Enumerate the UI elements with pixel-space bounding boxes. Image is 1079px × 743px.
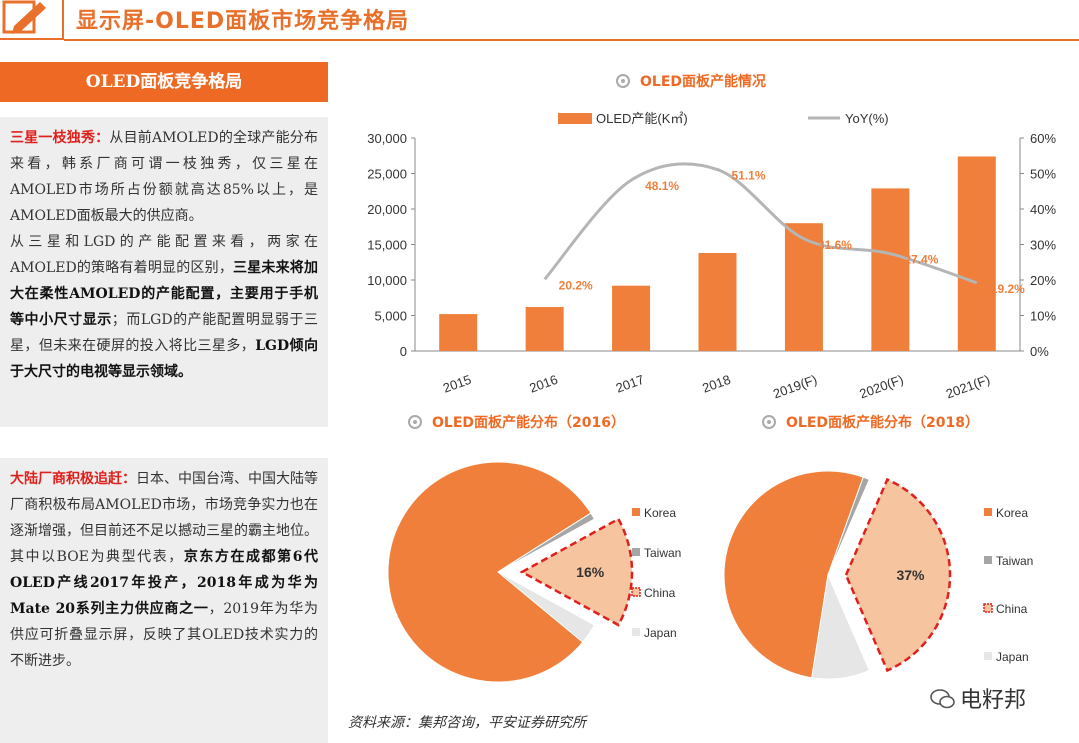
pie-slice-japan	[497, 571, 596, 643]
bar	[525, 306, 564, 351]
bar	[612, 285, 651, 351]
source-note: 资料来源：集邦咨询，平安证券研究所	[348, 715, 586, 731]
legend-swatch-japan	[984, 652, 992, 660]
pie-slice-china	[844, 477, 952, 673]
legend-label-capacity: OLED产能(K㎡)	[596, 111, 688, 126]
pie-data-label: 16%	[576, 564, 605, 580]
text-block-samsung: 三星一枝独秀：从目前AMOLED的全球产能分布来看，韩系厂商可谓一枝独秀，仅三星…	[0, 117, 328, 427]
text1-p2b: 三星未来将加大在柔性AMOLED的产能配置，主要用于手机等中小尺寸显示	[10, 260, 318, 328]
x-tick-label: 2017	[614, 372, 646, 396]
text2-p1a: 日本、中国台湾、中国大陆等厂商积极布局AMOLED市场，市场竞争实力也在逐渐增强…	[10, 471, 318, 565]
x-tick-label: 2021(F)	[944, 372, 992, 400]
text2-p1b: 京东方在成都第6代OLED产线2017年投产，2018年成为华为Mate 20系…	[10, 549, 318, 617]
y2-tick-label: 50%	[1030, 167, 1056, 182]
pie-slice-japan	[811, 573, 870, 680]
legend-swatch-japan	[632, 628, 640, 636]
text1-p2a: 从三星和LGD的产能配置来看，两家在AMOLED的策略有着明显的区别，	[10, 234, 318, 276]
header-logo	[0, 0, 64, 40]
pencil-icon	[2, 0, 46, 34]
legend-swatch-taiwan	[984, 556, 992, 564]
text1-p2c: ；而LGD的产能配置明显弱于三星，但未来在硬屏的投入将比三星多，	[10, 312, 318, 354]
y2-tick-label: 0%	[1030, 344, 1049, 359]
legend-label-taiwan: Taiwan	[996, 554, 1033, 568]
y-tick-label: 0	[400, 344, 407, 359]
legend-swatch-taiwan	[632, 548, 640, 556]
legend-label-japan: Japan	[996, 650, 1029, 664]
pie-chart-2018: 37% Korea Taiwan China Japan	[723, 470, 1033, 680]
y-tick-label: 10,000	[367, 273, 407, 288]
legend-label-korea: Korea	[996, 506, 1028, 520]
legend-label-taiwan: Taiwan	[644, 546, 681, 560]
page-title: 显示屏-OLED面板市场竞争格局	[76, 9, 410, 34]
yoy-data-label: 48.1%	[645, 179, 679, 193]
legend-label-japan: Japan	[644, 626, 677, 640]
legend-swatch-capacity	[558, 113, 592, 124]
bullet-icon	[762, 415, 776, 429]
wechat-icon	[930, 689, 955, 709]
bar	[698, 253, 737, 351]
legend-label-china: China	[996, 602, 1028, 616]
header-divider	[64, 39, 1079, 41]
capacity-chart: OLED产能(K㎡) YoY(%) 0 5,000 10,000 15,000 20,000…	[367, 111, 1056, 400]
chart-title-pie-2018: OLED面板产能分布（2018）	[762, 412, 979, 432]
legend-swatch-china	[631, 587, 641, 597]
y2-tick-label: 30%	[1030, 238, 1056, 253]
watermark: 电籽邦	[930, 682, 1026, 714]
x-tick-label: 2016	[527, 372, 559, 396]
pie-slice-china	[519, 517, 634, 627]
legend-label-china: China	[644, 586, 676, 600]
chart-title-pie-2016: OLED面板产能分布（2016）	[408, 412, 625, 432]
y-tick-label: 5,000	[374, 309, 407, 324]
lead-china: 大陆厂商积极追赶：	[10, 471, 136, 487]
chart-title-capacity: OLED面板产能情况	[616, 71, 766, 91]
legend-swatch-korea	[984, 508, 992, 516]
x-tick-label: 2020(F)	[857, 372, 905, 400]
pie-slice-taiwan	[827, 476, 870, 576]
y2-tick-label: 40%	[1030, 202, 1056, 217]
text-block-china: 大陆厂商积极追赶：日本、中国台湾、中国大陆等厂商积极布局AMOLED市场，市场竞…	[0, 458, 328, 743]
legend-swatch-korea	[632, 508, 640, 516]
pie-slice-korea	[387, 461, 592, 683]
pie-chart-2016: 16% Korea Taiwan China Japan	[387, 461, 681, 683]
pie-slice-korea	[723, 470, 864, 679]
text1-p2d: LGD倾向于大尺寸的电视等显示领域。	[10, 338, 318, 380]
x-tick-label: 2018	[700, 372, 732, 396]
y-tick-label: 20,000	[367, 202, 407, 217]
y2-tick-label: 10%	[1030, 309, 1056, 324]
panel-title: OLED面板竞争格局	[0, 62, 328, 102]
pie-data-label: 37%	[896, 567, 925, 583]
yoy-data-label: 20.2%	[559, 278, 593, 292]
legend-swatch-china	[983, 603, 993, 613]
yoy-data-label: 19.2%	[991, 282, 1025, 296]
text2-p1c: ，2019年为华为供应可折叠显示屏，反映了其OLED技术实力的不断进步。	[10, 601, 318, 669]
bullet-icon	[616, 74, 630, 88]
yoy-data-label: 51.1%	[732, 169, 766, 183]
yoy-line	[543, 162, 978, 285]
yoy-data-label: 31.6%	[818, 238, 852, 252]
bar	[439, 314, 478, 351]
x-tick-label: 2019(F)	[771, 372, 819, 400]
yoy-data-label: 27.4%	[904, 253, 938, 267]
y2-tick-label: 60%	[1030, 131, 1056, 146]
bullet-icon	[408, 415, 422, 429]
y2-tick-label: 20%	[1030, 273, 1056, 288]
x-tick-label: 2015	[441, 372, 473, 396]
y-tick-label: 25,000	[367, 167, 407, 182]
y-tick-label: 30,000	[367, 131, 407, 146]
bar	[957, 156, 996, 351]
lead-samsung: 三星一枝独秀：	[10, 130, 110, 146]
pie-slice-taiwan	[497, 512, 596, 573]
legend-label-korea: Korea	[644, 506, 676, 520]
legend-label-yoy: YoY(%)	[845, 111, 889, 126]
text1-p1: 从目前AMOLED的全球产能分布来看，韩系厂商可谓一枝独秀，仅三星在AMOLED…	[10, 130, 318, 224]
bar	[871, 188, 910, 351]
y-tick-label: 15,000	[367, 238, 407, 253]
